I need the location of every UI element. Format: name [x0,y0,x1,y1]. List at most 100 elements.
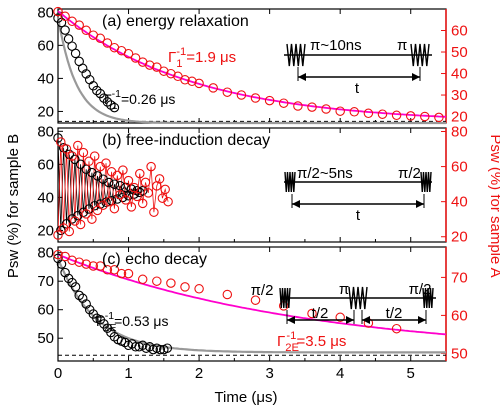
data-point-sample-a [74,20,84,30]
data-point-sample-b [92,85,102,96]
left-y-tick-label: 70 [37,273,54,290]
delay-label: t [355,80,360,97]
data-point-sample-b [137,186,148,196]
data-point-sample-a [434,112,444,123]
data-point-sample-a [307,308,317,319]
data-point-sample-a [81,25,91,36]
data-point-sample-a [335,106,345,116]
data-point-sample-b [75,159,86,170]
right-y-tick-label: 60 [451,23,468,40]
data-point-sample-b [102,97,113,107]
data-point-sample-a [123,175,134,186]
data-point-sample-a [278,98,289,108]
data-point-sample-a [163,196,173,207]
data-point-sample-a [137,198,148,209]
half-delay-arrow-1-head-left [287,316,295,324]
data-point-sample-a [143,188,154,198]
data-point-sample-a [264,95,275,106]
pulse-label: π/2~5ns [297,165,353,182]
left-y-tick-label: 80 [37,123,54,140]
data-point-sample-b [87,167,97,178]
data-point-sample-a [116,268,127,279]
data-point-sample-b [155,344,166,355]
right-y-tick-label: 40 [451,194,468,211]
data-point-sample-a [53,249,63,260]
right-y-tick-label: 20 [451,109,468,126]
pulse-sequence-diagram: π/2~5ns π/2 t [284,165,432,224]
x-tick-label: 2 [195,365,203,382]
data-point-sample-a [208,83,218,93]
right-y-tick-label: 50 [451,44,468,61]
data-point-sample-a [187,76,197,87]
data-point-sample-b [67,214,77,224]
delay-arrow-head-right [416,200,424,208]
right-y-tick-label: 80 [451,124,468,141]
pulse-label: π/2 [251,282,274,299]
data-point-sample-a [118,165,128,175]
data-point-sample-a [102,38,113,48]
panel-1: 20 40 60 80 20 30 40 50 60 (a) energy relaxation Γ… [37,4,467,125]
data-point-sample-a [61,144,72,154]
fit-curve-sample-b [56,257,446,354]
left-y-tick-label: 40 [37,189,54,206]
data-point-sample-b [78,207,89,218]
data-point-sample-a [109,203,120,214]
data-point-sample-b [109,179,120,189]
panel-label: (b) free-induction decay [102,132,270,149]
right-y-tick-label: 70 [451,269,468,286]
data-point-sample-b [98,174,108,184]
left-y-axis-label: Psw (%) for sample B [5,134,22,278]
data-point-sample-b [130,342,141,352]
data-point-sample-a [321,104,331,114]
data-point-sample-a [67,255,77,266]
data-point-sample-b [88,81,99,91]
right-y-axis-label: Psw (%) for sample A [487,134,500,277]
data-point-sample-b [64,149,75,160]
delay-arrow-head-right [412,73,420,81]
data-point-sample-a [250,295,261,305]
data-point-sample-a [60,11,70,22]
data-point-sample-a [154,174,165,184]
data-point-sample-a [123,48,134,59]
data-point-sample-a [236,90,247,100]
data-point-sample-b [70,282,81,292]
half-pi-pulse [422,287,434,309]
pulse-label: π [339,281,349,298]
data-point-sample-b [56,259,67,269]
left-y-tick-label: 80 [37,4,54,21]
data-point-sample-a [152,276,162,286]
data-point-sample-a [146,161,156,172]
delay-label: t/2 [312,305,329,322]
data-point-sample-b [118,192,128,203]
half-delay-arrow-1-head-right [346,316,354,324]
data-point-sample-a [135,168,145,179]
data-point-sample-a [56,137,66,147]
pulse-sequence-diagram: π/2 π π/2 t/2 t/2 [251,281,436,324]
data-point-sample-a [101,158,111,168]
right-y-tick-label: 40 [451,66,468,83]
data-point-sample-a [194,284,204,294]
data-point-sample-a [180,75,190,85]
data-point-sample-b [104,177,114,188]
data-point-sample-a [420,111,430,122]
left-y-tick-label: 60 [37,302,54,319]
x-tick-label: 1 [124,365,132,382]
data-point-sample-a [130,53,141,63]
data-point-sample-a [144,60,155,70]
data-point-sample-a [123,268,134,279]
left-y-tick-label: 40 [37,70,54,87]
left-y-tick-label: 80 [37,245,54,262]
half-pi-pulse [284,171,296,193]
data-point-sample-b [70,154,80,165]
x-tick-label: 4 [336,365,344,382]
delay-label: t/2 [386,305,403,322]
data-point-sample-a [109,265,120,275]
rate-annotation: Γ2E-1=3.5 μs [277,330,346,354]
data-point-sample-a [137,274,148,285]
pulse-label: π [397,37,407,54]
delay-label: t [356,207,361,224]
data-point-sample-a [53,6,63,17]
left-y-tick-label: 60 [37,156,54,173]
data-point-sample-b [60,25,70,35]
